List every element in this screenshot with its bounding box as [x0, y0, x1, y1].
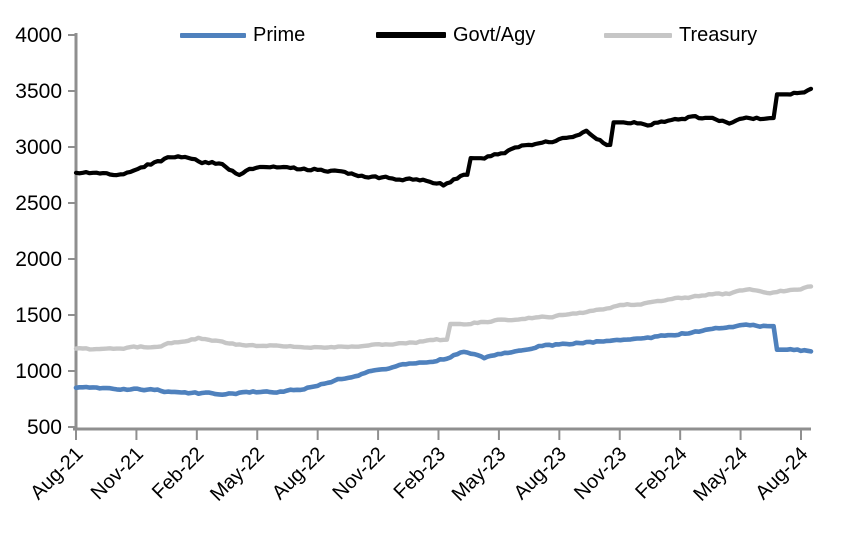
x-tick-label: Aug-23 [510, 443, 571, 504]
legend-swatch-treasury [604, 32, 672, 38]
legend-label-treasury: Treasury [679, 23, 758, 46]
y-tick-label: 2500 [15, 192, 62, 215]
y-tick-label: 2000 [15, 248, 62, 271]
legend-item-prime: Prime [180, 24, 305, 46]
x-tick-label: Nov-23 [570, 443, 631, 504]
x-tick-label: May-23 [448, 443, 511, 506]
x-tick-label: Aug-24 [751, 443, 812, 504]
x-tick-label: Aug-21 [26, 443, 87, 504]
x-tick-label: May-22 [206, 443, 269, 506]
series-line-prime [73, 322, 814, 398]
x-tick-label: Feb-22 [148, 443, 208, 503]
axes [73, 33, 811, 431]
legend-item-treasury: Treasury [604, 24, 757, 46]
y-axis-ticks: 500 1000 1500 2000 2500 3000 3500 4000 [15, 24, 76, 439]
legend-swatch-govt-agy [376, 32, 446, 38]
legend-swatch-prime [180, 32, 246, 38]
series-line-govt-agy [73, 86, 814, 188]
x-tick-label: Feb-24 [631, 443, 691, 503]
x-tick-label: Aug-22 [268, 443, 329, 504]
y-tick-label: 3000 [15, 136, 62, 159]
legend-label-govt-agy: Govt/Agy [453, 23, 536, 46]
series-line-treasury [73, 284, 814, 352]
y-tick-label: 1000 [15, 360, 62, 383]
x-tick-label: Nov-22 [328, 443, 389, 504]
y-tick-label: 4000 [15, 24, 62, 47]
y-tick-label: 3500 [15, 80, 62, 103]
x-tick-label: Nov-21 [87, 443, 148, 504]
y-tick-label: 1500 [15, 304, 62, 327]
series-lines [73, 86, 814, 398]
x-tick-label: May-24 [689, 443, 752, 506]
x-tick-label: Feb-23 [390, 443, 450, 503]
y-tick-label: 500 [27, 416, 62, 439]
legend-label-prime: Prime [253, 23, 306, 46]
legend-item-govt-agy: Govt/Agy [376, 24, 535, 46]
